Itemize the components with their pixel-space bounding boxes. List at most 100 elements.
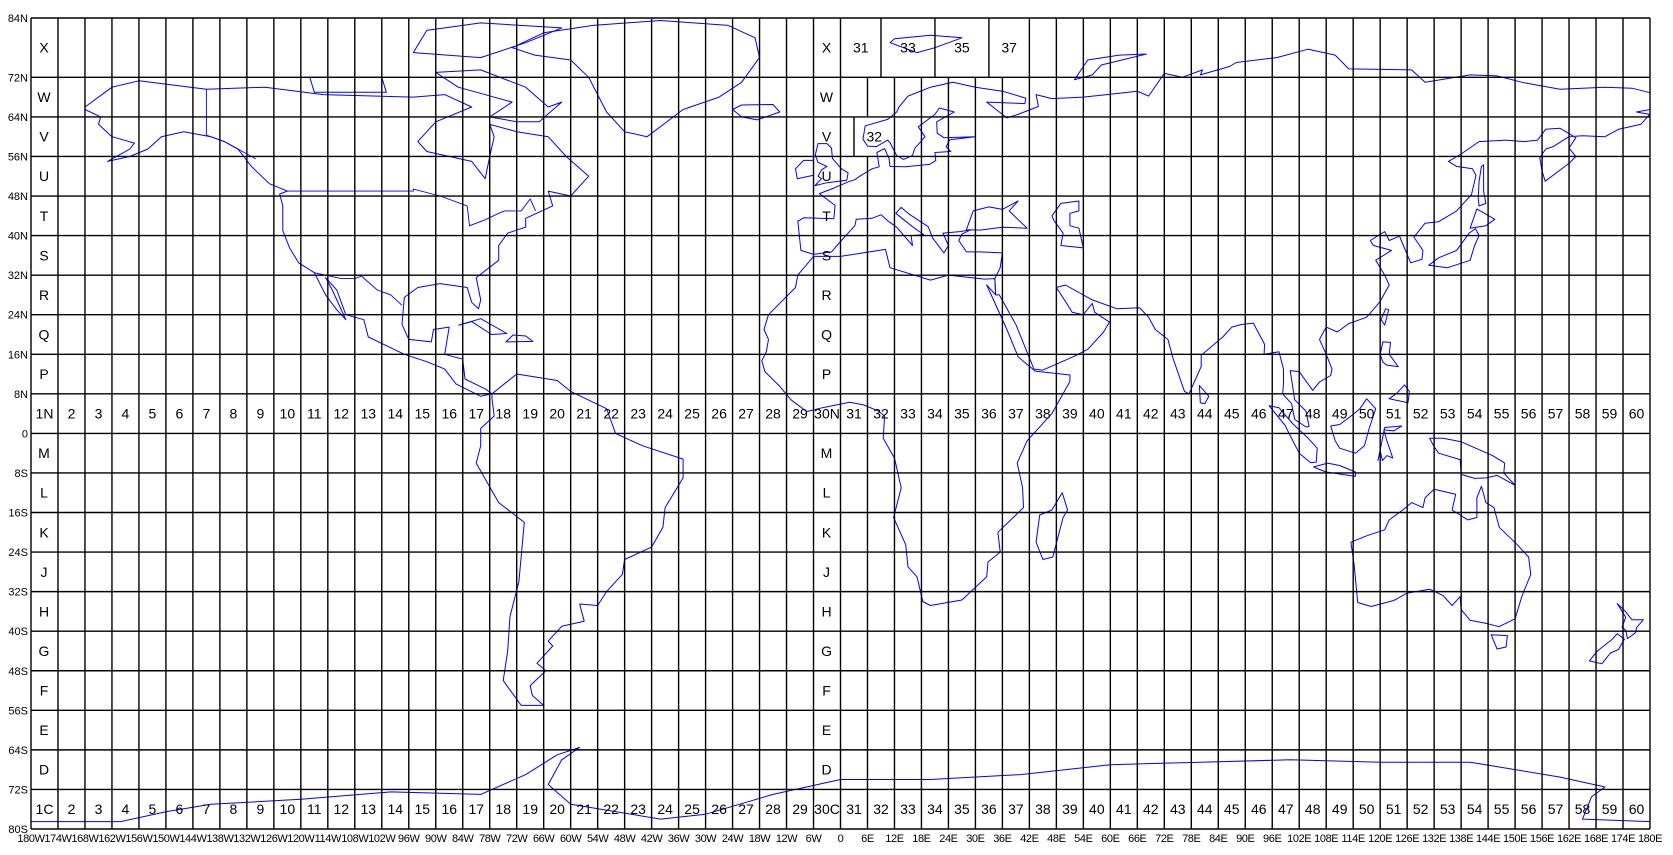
band-letter-label: M: [821, 445, 833, 461]
longitude-label: 132E: [1422, 833, 1446, 845]
new-zealand-south-coastline: [1588, 633, 1625, 665]
zone-number-label: 47: [1278, 801, 1294, 817]
tasmania-coastline: [1490, 634, 1508, 650]
zone-number-label: 6: [176, 801, 184, 817]
longitude-label: 30W: [695, 833, 717, 845]
zone-number-label: 21: [576, 406, 592, 422]
zone-number-label: 7: [203, 801, 211, 817]
zone-number-label: 3: [95, 406, 103, 422]
zone-number-label: 23: [630, 801, 646, 817]
zone-number-label: 31: [846, 406, 862, 422]
band-letter-label: S: [822, 247, 831, 263]
cuba-coastline: [458, 318, 508, 335]
band-letter-label: G: [39, 643, 50, 659]
zone-number-label: 36: [981, 801, 997, 817]
longitude-label: 120W: [287, 833, 315, 845]
zone-number-label: 55: [1494, 801, 1510, 817]
latitude-label: 48N: [8, 191, 28, 203]
latitude-label: 56N: [8, 151, 28, 163]
sri-lanka-coastline: [1198, 384, 1210, 405]
zone-number-label: 27: [738, 801, 754, 817]
longitude-label: 72W: [506, 833, 528, 845]
zone-number-label: 17: [468, 801, 484, 817]
band-letter-label: S: [39, 247, 48, 263]
zone-number-label: 33: [900, 801, 916, 817]
zone-number-label: 26: [711, 406, 727, 422]
zone-number-label: 49: [1332, 406, 1348, 422]
hispaniola-coastline: [505, 334, 534, 343]
band-letter-label: Q: [821, 326, 832, 342]
band-letter-label: K: [822, 524, 832, 540]
band-letter-label: W: [820, 89, 834, 105]
longitude-label: 138W: [206, 833, 234, 845]
zone-number-label: 10: [280, 801, 296, 817]
latitude-label: 72N: [8, 72, 28, 84]
zone-number-label: 14: [387, 406, 403, 422]
latitude-label: 72S: [8, 784, 28, 796]
longitude-label: 138E: [1449, 833, 1473, 845]
zone-number-label: 19: [522, 801, 538, 817]
zone-number-label: 22: [603, 801, 619, 817]
zone-number-label: 9: [256, 801, 264, 817]
longitude-label: 0: [838, 833, 844, 845]
zone-number-label: 12: [334, 801, 350, 817]
latitude-label: 64S: [8, 745, 28, 757]
latitude-label: 8N: [14, 389, 28, 401]
south-america-coastline: [475, 373, 684, 706]
svalbard-zone-label: 37: [1001, 40, 1017, 56]
zone-number-label: 52: [1413, 406, 1429, 422]
norway-zone-label: 32: [866, 129, 882, 145]
java-coastline: [1313, 462, 1356, 477]
alaska-border: [205, 89, 257, 160]
longitude-label: 108E: [1314, 833, 1338, 845]
longitude-label: 6E: [861, 833, 874, 845]
longitude-label: 168E: [1584, 833, 1608, 845]
victoria-island-coastline: [309, 76, 387, 93]
zone-number-label: 47: [1278, 406, 1294, 422]
utm-grid: [30, 17, 1651, 830]
zone-number-label: 32: [873, 801, 889, 817]
zone-number-label: 11: [307, 801, 322, 817]
zone-number-label: 13: [361, 801, 377, 817]
longitude-label: 24W: [722, 833, 744, 845]
latitude-label: 0: [22, 428, 28, 440]
borneo-coastline: [1330, 398, 1377, 454]
zone-number-label: 45: [1224, 406, 1240, 422]
zone-number-label: 44: [1197, 801, 1213, 817]
longitude-label: 36W: [668, 833, 690, 845]
zone-number-label: 26: [711, 801, 727, 817]
longitude-label: 60W: [560, 833, 582, 845]
zone-number-label: 23: [630, 406, 646, 422]
longitude-label: 42W: [641, 833, 663, 845]
zone-number-label: 37: [1008, 406, 1024, 422]
band-letter-label: H: [39, 603, 49, 619]
zone-number-label: 48: [1305, 801, 1321, 817]
grid-labels: 84N72N64N56N48N40N32N24N16N8N08S16S24S32…: [8, 13, 1663, 845]
band-letter-label: H: [821, 603, 831, 619]
zone-number-label: 52: [1413, 801, 1429, 817]
zone-number-label: 50: [1359, 801, 1375, 817]
longitude-label: 102E: [1287, 833, 1311, 845]
latitude-label: 16S: [8, 508, 28, 520]
zone-number-label: 14: [387, 801, 403, 817]
longitude-label: 84E: [1209, 833, 1227, 845]
zone-number-label: 43: [1170, 801, 1186, 817]
zone-number-label: 5: [149, 406, 157, 422]
longitude-label: 96W: [398, 833, 420, 845]
zone-number-label: 4: [122, 406, 130, 422]
zone-number-label: 38: [1035, 801, 1051, 817]
latitude-label: 64N: [8, 112, 28, 124]
zone-number-label: 46: [1251, 801, 1267, 817]
new-guinea-coastline: [1429, 437, 1516, 486]
band-letter-label: T: [40, 208, 49, 224]
longitude-label: 144E: [1476, 833, 1500, 845]
longitude-label: 78E: [1182, 833, 1200, 845]
eurasia-coastline: [797, 48, 1651, 428]
longitude-label: 126W: [260, 833, 288, 845]
band-letter-label: J: [41, 564, 48, 580]
longitude-label: 132W: [233, 833, 261, 845]
zone-number-label: 17: [468, 406, 484, 422]
zone-number-label: 43: [1170, 406, 1186, 422]
zone-number-label: 58: [1575, 801, 1591, 817]
zone-number-label: 29: [792, 801, 808, 817]
